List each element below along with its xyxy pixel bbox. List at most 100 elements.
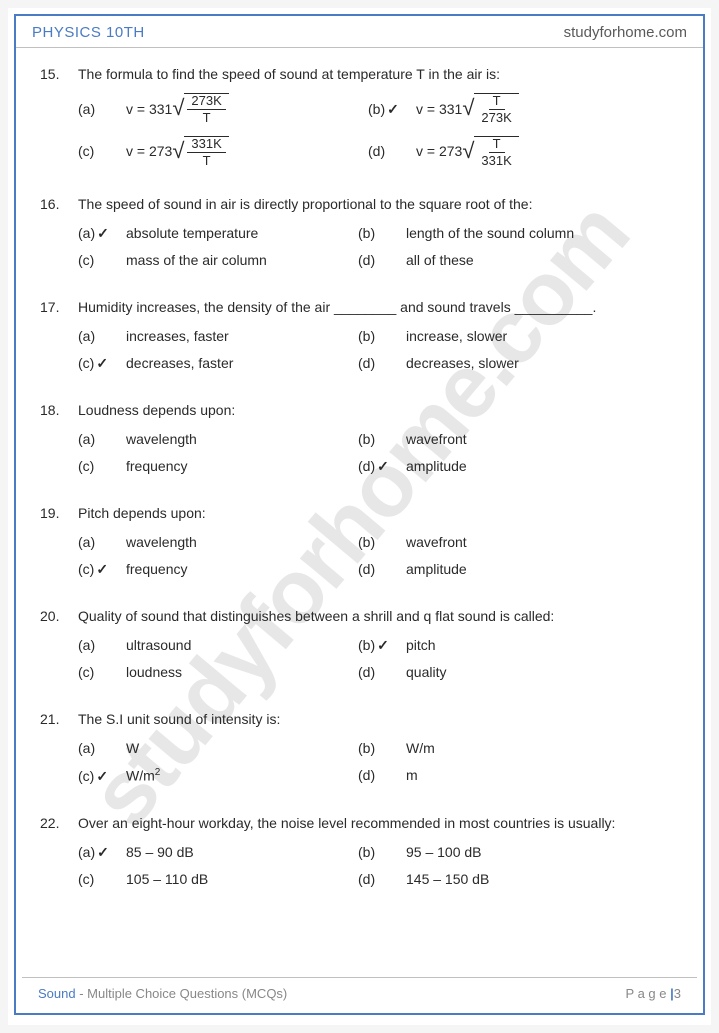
footer-topic: Sound [38,986,76,1001]
fraction-numerator: 273K [187,94,225,110]
fraction: T273K [477,94,515,126]
option-label: (d) [358,250,406,271]
options-container: (a)ultrasound(b) ✓pitch(c)loudness(d)qua… [40,635,679,683]
option-letter: (a) [78,532,95,553]
question-row: 22.Over an eight-hour workday, the noise… [40,813,679,834]
option-letter: (d) [358,765,375,786]
question-text: Quality of sound that distinguishes betw… [78,606,679,627]
question-number: 16. [40,194,78,215]
check-icon: ✓ [96,559,108,580]
option: (a)ultrasound [78,635,358,656]
page-header: PHYSICS 10TH studyforhome.com [16,16,703,48]
question: 20.Quality of sound that distinguishes b… [40,606,679,683]
check-icon: ✓ [97,223,109,244]
option-label: (b) [358,223,406,244]
option-row: (a)wavelength(b)wavefront [78,429,679,450]
question-text: Loudness depends upon: [78,400,679,421]
option-letter: (c) [78,250,94,271]
option: (a)increases, faster [78,326,358,347]
footer-page-label: P a g e [626,986,671,1001]
option: (c)mass of the air column [78,250,358,271]
option-letter: (c) [78,559,94,580]
option-letter: (c) [78,766,94,787]
check-icon: ✓ [377,635,389,656]
option-letter: (a) [78,842,95,863]
option-text: frequency [126,456,187,477]
option-label: (d) ✓ [358,456,406,477]
option-letter: (a) [78,223,95,244]
fraction-denominator: 273K [477,110,515,125]
option-label: (c) [78,456,126,477]
question-row: 16.The speed of sound in air is directly… [40,194,679,215]
option-letter: (d) [368,141,385,162]
option-label: (c) [78,250,126,271]
option-text: 105 – 110 dB [126,869,208,890]
option-label: (d) [358,869,406,890]
option-row: (a)v = 331√273KT(b) ✓v = 331√T273K [78,93,679,126]
footer-right: P a g e |3 [626,986,681,1001]
content-area: 15.The formula to find the speed of soun… [16,48,703,926]
fraction-denominator: T [199,110,215,125]
option-label: (c) [78,662,126,683]
option-label: (a) [78,99,126,120]
options-container: (a) ✓85 – 90 dB(b)95 – 100 dB(c)105 – 11… [40,842,679,890]
option: (d)m [358,765,679,787]
option-letter: (c) [78,141,94,162]
option-letter: (c) [78,869,94,890]
option-letter: (b) [358,842,375,863]
fraction-denominator: T [199,153,215,168]
option-text: wavefront [406,532,467,553]
option-text: absolute temperature [126,223,258,244]
option-letter: (c) [78,456,94,477]
option-label: (b) ✓ [358,635,406,656]
question: 16.The speed of sound in air is directly… [40,194,679,271]
question-text: Humidity increases, the density of the a… [78,297,679,318]
fraction: 273KT [187,94,225,126]
option: (c) 105 – 110 dB [78,869,358,890]
option-text: W/m2 [126,765,160,787]
question-text: The S.I unit sound of intensity is: [78,709,679,730]
option: (b)increase, slower [358,326,679,347]
option-letter: (b) [368,99,385,120]
fraction-denominator: 331K [477,153,515,168]
option: (c) ✓ frequency [78,559,358,580]
option-text: increase, slower [406,326,507,347]
option-text: loudness [126,662,182,683]
sqrt: √273KT [172,93,228,126]
option: (c)v = 273√331KT [78,136,368,169]
option: (b)wavefront [358,429,679,450]
option-letter: (b) [358,738,375,759]
formula: v = 273√T331K [416,136,519,169]
option-letter: (d) [358,662,375,683]
question-text: Over an eight-hour workday, the noise le… [78,813,679,834]
option-text: wavelength [126,532,197,553]
option-text: frequency [126,559,187,580]
option-letter: (b) [358,223,375,244]
sqrt-body: 273KT [184,93,228,126]
sqrt-body: T331K [474,136,518,169]
option-text: all of these [406,250,474,271]
sqrt-sign-icon: √ [172,140,184,173]
option-text: ultrasound [126,635,191,656]
option-letter: (c) [78,662,94,683]
option: (a)wavelength [78,429,358,450]
option-text: wavefront [406,429,467,450]
question-row: 17.Humidity increases, the density of th… [40,297,679,318]
option: (b)95 – 100 dB [358,842,679,863]
option: (c) loudness [78,662,358,683]
sqrt-sign-icon: √ [172,97,184,130]
question-number: 20. [40,606,78,627]
option-text: wavelength [126,429,197,450]
option-letter: (d) [358,559,375,580]
fraction: T331K [477,137,515,169]
page-border: studyforhome.com PHYSICS 10TH studyforho… [14,14,705,1015]
question-row: 19.Pitch depends upon: [40,503,679,524]
option-letter: (d) [358,456,375,477]
formula-prefix: v = 273 [126,141,172,162]
option-label: (d) [358,559,406,580]
question-number: 19. [40,503,78,524]
option-label: (b) [358,326,406,347]
option: (d)all of these [358,250,679,271]
option-text: 145 – 150 dB [406,869,489,890]
option: (b) ✓v = 331√T273K [368,93,679,126]
